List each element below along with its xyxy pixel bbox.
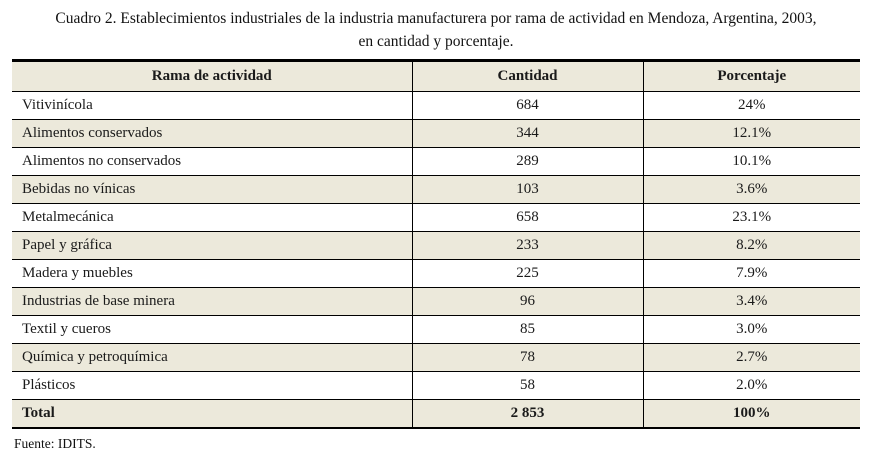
cell-cantidad: 684 xyxy=(411,91,643,120)
cell-porcentaje: 7.9% xyxy=(642,259,860,288)
table-row: Papel y gráfica 233 8.2% xyxy=(12,231,860,260)
cell-rama: Alimentos no conservados xyxy=(12,147,412,176)
cell-porcentaje: 2.0% xyxy=(642,371,860,400)
cell-cantidad: 58 xyxy=(411,371,643,400)
cell-porcentaje: 8.2% xyxy=(642,231,860,260)
cell-rama: Alimentos conservados xyxy=(12,119,412,148)
caption-line-2: en cantidad y porcentaje. xyxy=(358,33,514,50)
table-header: Rama de actividad Cantidad Porcentaje xyxy=(12,60,860,92)
cell-rama: Textil y cueros xyxy=(12,315,412,344)
cell-cantidad: 658 xyxy=(411,203,643,232)
header-row: Rama de actividad Cantidad Porcentaje xyxy=(12,60,860,92)
cell-cantidad: 344 xyxy=(411,119,643,148)
table-row: Vitivinícola 684 24% xyxy=(12,91,860,120)
cell-porcentaje: 23.1% xyxy=(642,203,860,232)
cell-porcentaje: 3.6% xyxy=(642,175,860,204)
cell-porcentaje: 2.7% xyxy=(642,343,860,372)
table-row: Química y petroquímica 78 2.7% xyxy=(12,343,860,372)
total-label: Total xyxy=(12,399,412,429)
cell-rama: Madera y muebles xyxy=(12,259,412,288)
cell-cantidad: 96 xyxy=(411,287,643,316)
table-row: Madera y muebles 225 7.9% xyxy=(12,259,860,288)
total-row: Total 2 853 100% xyxy=(12,399,860,429)
column-header-rama: Rama de actividad xyxy=(12,60,412,92)
table-caption: Cuadro 2. Establecimientos industriales … xyxy=(0,0,872,53)
table-row: Bebidas no vínicas 103 3.6% xyxy=(12,175,860,204)
table-row: Textil y cueros 85 3.0% xyxy=(12,315,860,344)
cell-rama: Industrias de base minera xyxy=(12,287,412,316)
table-row: Plásticos 58 2.0% xyxy=(12,371,860,400)
industry-table: Rama de actividad Cantidad Porcentaje Vi… xyxy=(12,59,860,429)
cell-porcentaje: 12.1% xyxy=(642,119,860,148)
caption-line-1: Cuadro 2. Establecimientos industriales … xyxy=(55,10,817,27)
table-row: Alimentos conservados 344 12.1% xyxy=(12,119,860,148)
cell-porcentaje: 3.0% xyxy=(642,315,860,344)
table-footer: Total 2 853 100% xyxy=(12,399,860,429)
cell-cantidad: 78 xyxy=(411,343,643,372)
cell-cantidad: 225 xyxy=(411,259,643,288)
total-porcentaje: 100% xyxy=(642,399,860,429)
cell-porcentaje: 3.4% xyxy=(642,287,860,316)
cell-porcentaje: 24% xyxy=(642,91,860,120)
table-body: Vitivinícola 684 24% Alimentos conservados 3… xyxy=(12,91,860,400)
cell-cantidad: 103 xyxy=(411,175,643,204)
cell-cantidad: 85 xyxy=(411,315,643,344)
cell-rama: Química y petroquímica xyxy=(12,343,412,372)
cell-cantidad: 289 xyxy=(411,147,643,176)
source-note: Fuente: IDITS. xyxy=(14,436,96,451)
table-row: Alimentos no conservados 289 10.1% xyxy=(12,147,860,176)
column-header-porcentaje: Porcentaje xyxy=(642,60,860,92)
cell-cantidad: 233 xyxy=(411,231,643,260)
cell-rama: Papel y gráfica xyxy=(12,231,412,260)
column-header-cantidad: Cantidad xyxy=(411,60,643,92)
cell-rama: Metalmecánica xyxy=(12,203,412,232)
table-row: Industrias de base minera 96 3.4% xyxy=(12,287,860,316)
cell-porcentaje: 10.1% xyxy=(642,147,860,176)
table-row: Metalmecánica 658 23.1% xyxy=(12,203,860,232)
cell-rama: Vitivinícola xyxy=(12,91,412,120)
total-cantidad: 2 853 xyxy=(411,399,643,429)
cell-rama: Plásticos xyxy=(12,371,412,400)
cell-rama: Bebidas no vínicas xyxy=(12,175,412,204)
